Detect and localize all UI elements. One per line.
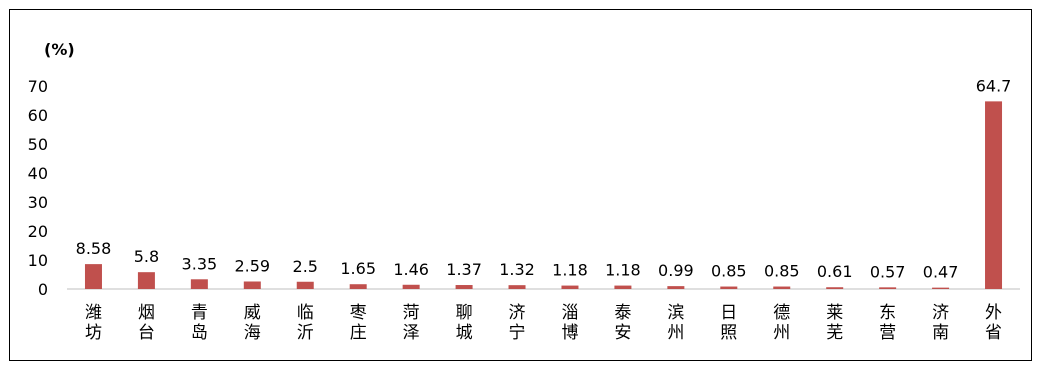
y-tick-label: 20 — [28, 222, 48, 241]
category-label-char: 聊 — [456, 303, 473, 323]
bar — [985, 101, 1003, 290]
bar — [667, 286, 685, 289]
bar — [296, 281, 314, 289]
bar — [455, 285, 473, 289]
bar — [349, 284, 367, 289]
bar-value-label: 1.18 — [552, 261, 588, 280]
category-label-char: 岛 — [191, 323, 208, 343]
bar-value-label: 2.5 — [293, 257, 318, 276]
category-label-char: 州 — [667, 323, 684, 343]
category-label-char: 威 — [244, 303, 261, 323]
bar-value-label: 1.32 — [499, 260, 535, 279]
bar — [137, 272, 155, 289]
category-label-char: 青 — [191, 303, 208, 323]
category-label-char: 台 — [138, 323, 155, 343]
category-label-char: 泽 — [403, 323, 420, 343]
category-label-char: 济 — [509, 303, 526, 323]
bar-value-label: 0.47 — [923, 263, 959, 282]
y-tick-label: 40 — [28, 164, 48, 183]
category-label-char: 临 — [297, 303, 314, 323]
category-label-char: 泰 — [614, 303, 631, 323]
y-axis-ticks: 0 10 20 30 40 50 60 70 — [28, 77, 48, 299]
category-label-char: 德 — [773, 303, 790, 323]
y-tick-label: 0 — [38, 280, 48, 299]
category-label-char: 菏 — [403, 303, 420, 323]
category-label-char: 照 — [720, 323, 737, 343]
bar-value-label: 0.57 — [870, 262, 906, 281]
bar — [84, 264, 102, 289]
category-label-char: 潍 — [85, 303, 102, 323]
bar — [879, 287, 897, 289]
category-label-char: 烟 — [138, 303, 155, 323]
value-labels-group: 8.58 5.8 3.35 2.59 2.5 1.65 1.46 1.37 1.32 1.18 1.… — [76, 76, 1012, 281]
category-label-char: 省 — [985, 323, 1002, 343]
bar-value-label: 1.65 — [340, 259, 376, 278]
bar-value-label: 1.37 — [446, 260, 482, 279]
category-label-char: 芜 — [826, 323, 843, 343]
bar-value-label: 1.46 — [393, 260, 429, 279]
category-label-char: 外 — [985, 303, 1002, 323]
bar — [561, 285, 579, 289]
bar — [402, 284, 420, 289]
category-label-char: 安 — [614, 323, 631, 343]
category-label-char: 淄 — [561, 303, 578, 323]
chart-frame — [9, 9, 1032, 361]
category-label-char: 莱 — [826, 303, 843, 323]
category-label-char: 营 — [879, 323, 896, 343]
category-label-char: 枣 — [350, 303, 367, 323]
bar-value-label: 0.85 — [711, 262, 747, 281]
bar-value-label: 3.35 — [182, 254, 218, 273]
bar-value-label: 0.99 — [658, 261, 694, 280]
category-label-char: 宁 — [509, 323, 526, 343]
bar — [773, 286, 791, 289]
category-label-char: 沂 — [297, 323, 314, 343]
category-label-char: 滨 — [667, 303, 684, 323]
bar-value-label: 1.18 — [605, 261, 641, 280]
bar-value-label: 5.8 — [134, 247, 159, 266]
bar-value-label: 0.85 — [764, 262, 800, 281]
bar-value-label: 2.59 — [234, 256, 270, 275]
y-tick-label: 50 — [28, 135, 48, 154]
category-label-char: 南 — [932, 323, 949, 343]
bar — [932, 287, 950, 289]
category-label-char: 日 — [720, 303, 737, 323]
bar — [190, 279, 208, 289]
category-label-char: 博 — [561, 323, 578, 343]
bar — [614, 285, 632, 289]
y-axis-unit-label: (%) — [44, 40, 75, 59]
category-label-char: 州 — [773, 323, 790, 343]
category-label-char: 济 — [932, 303, 949, 323]
bar — [243, 281, 261, 289]
category-label-char: 海 — [244, 323, 261, 343]
bars-group — [84, 101, 1003, 290]
category-label-char: 城 — [456, 323, 473, 343]
bar — [720, 286, 738, 289]
category-label-char: 坊 — [85, 323, 102, 343]
y-tick-label: 30 — [28, 193, 48, 212]
y-tick-label: 60 — [28, 106, 48, 125]
category-label-char: 庄 — [350, 323, 367, 343]
y-tick-label: 10 — [28, 251, 48, 270]
bar-value-label: 64.7 — [976, 76, 1012, 95]
bar — [826, 287, 844, 289]
bar-value-label: 0.61 — [817, 262, 853, 281]
bar-value-label: 8.58 — [76, 239, 112, 258]
bar — [508, 285, 526, 289]
category-label-char: 东 — [879, 303, 896, 323]
y-tick-label: 70 — [28, 77, 48, 96]
